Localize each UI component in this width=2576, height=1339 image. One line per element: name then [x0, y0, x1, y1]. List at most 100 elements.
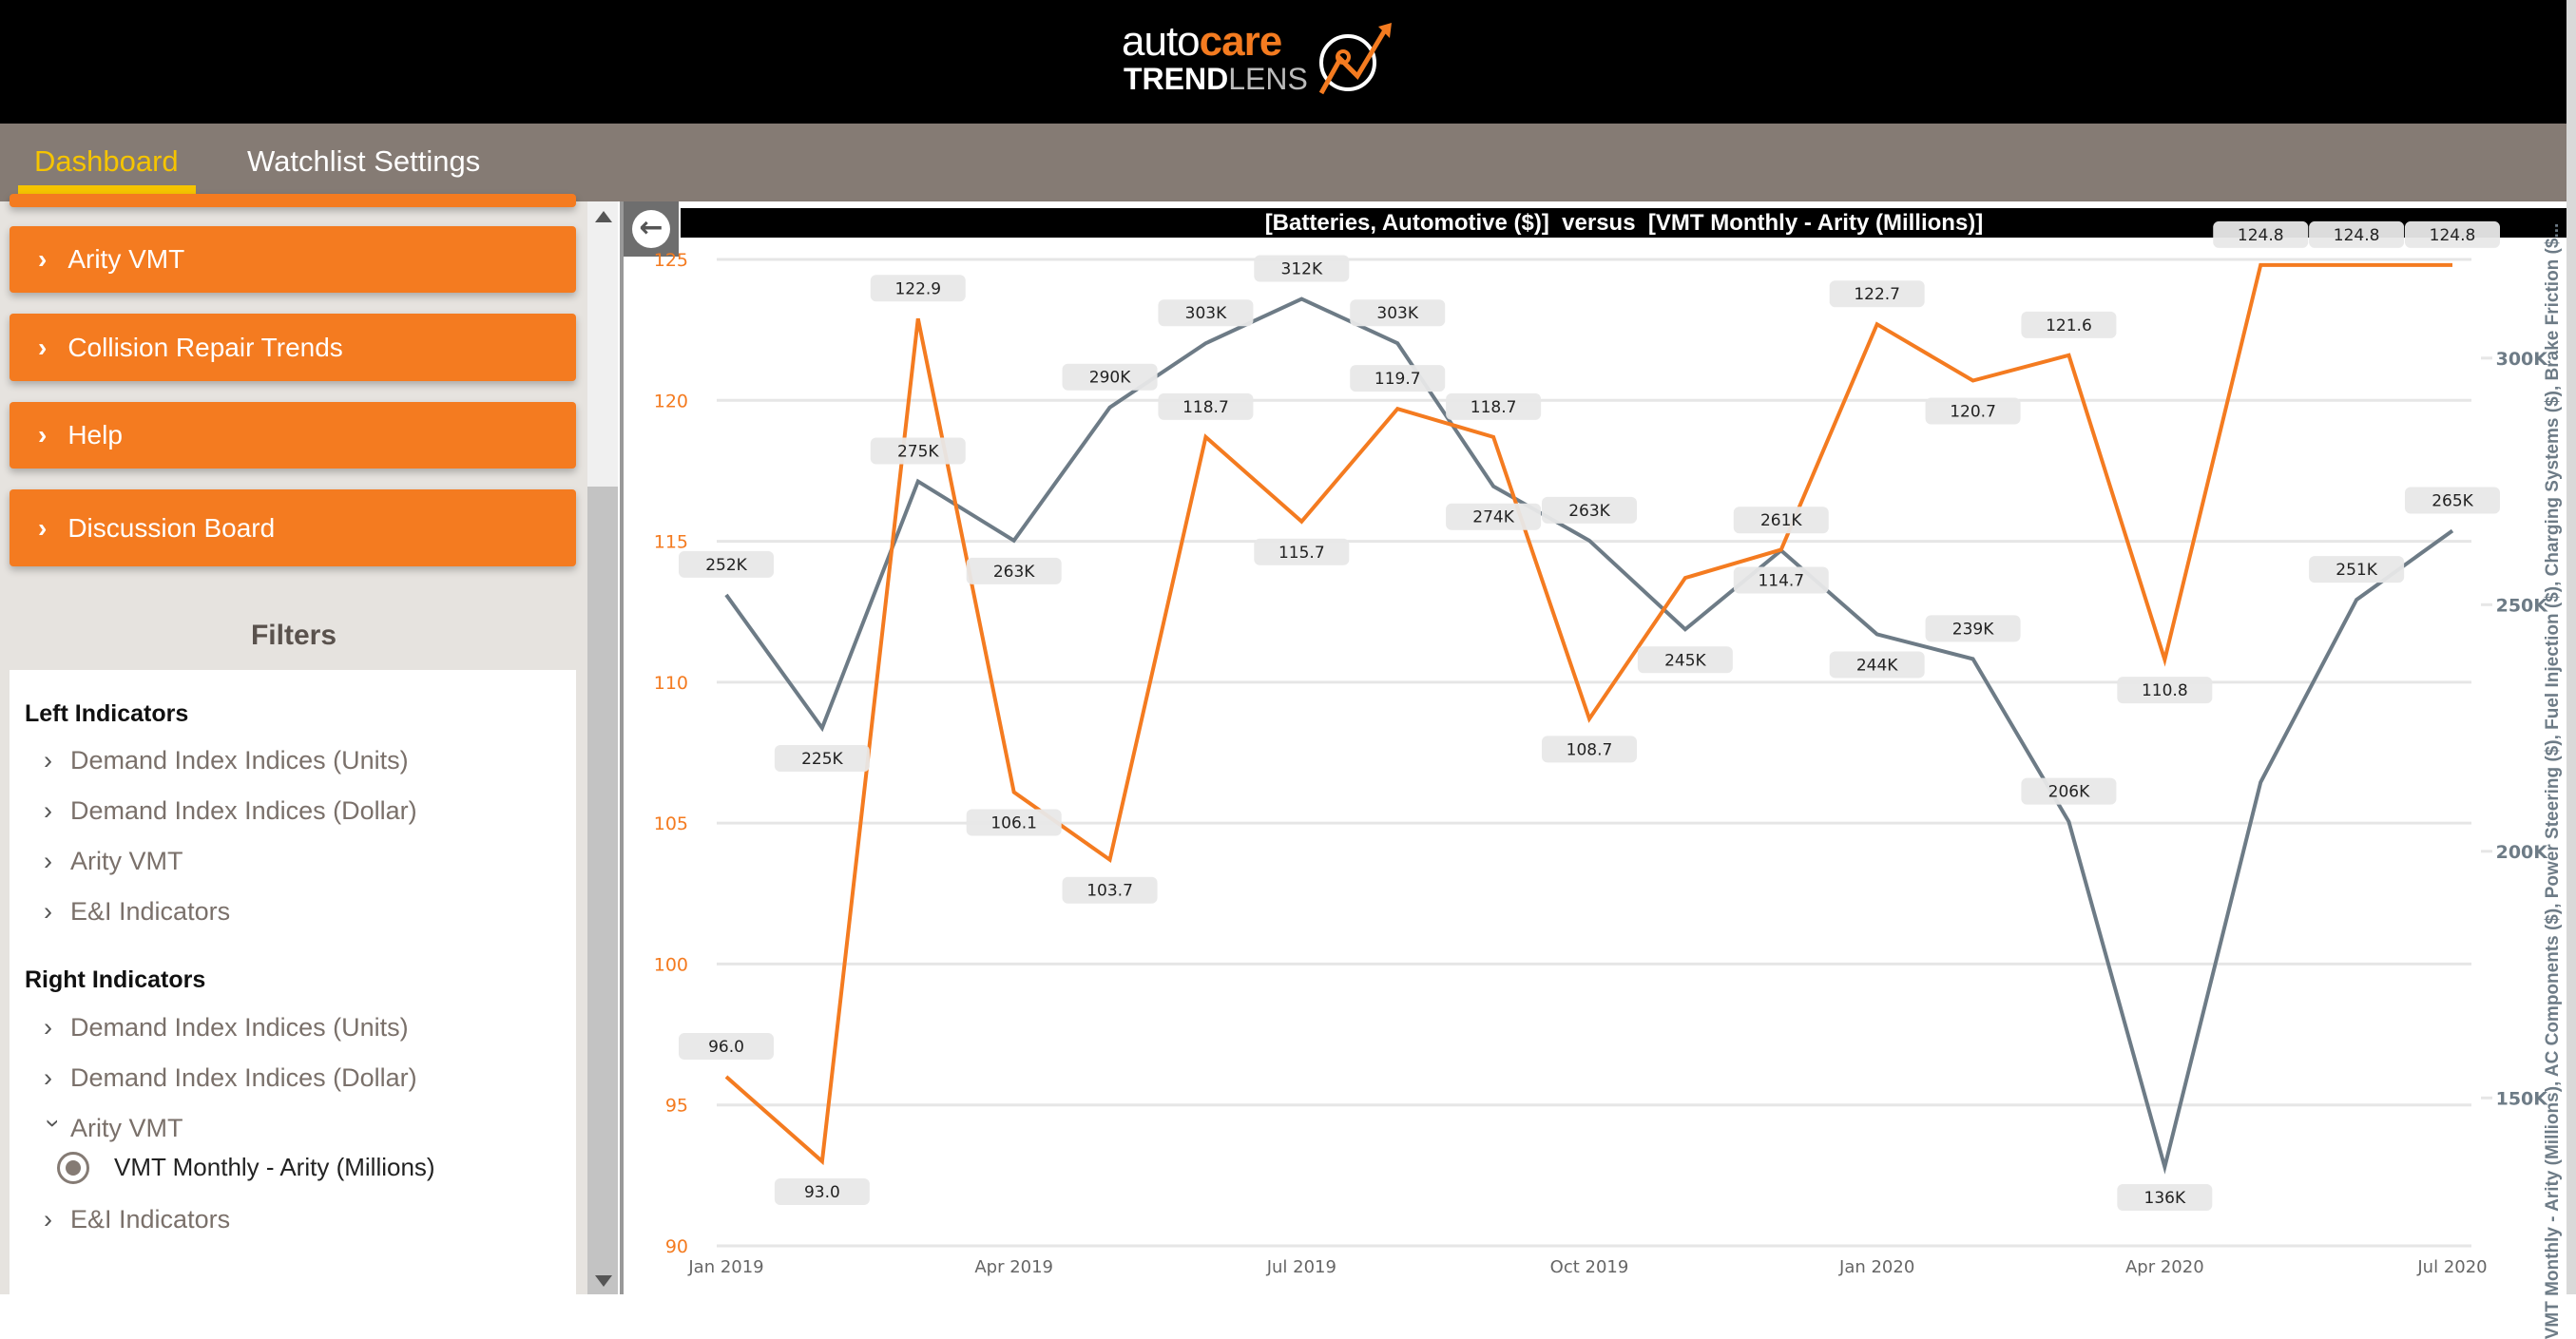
filter-left-ei-indicators[interactable]: › E&I Indicators [44, 897, 230, 927]
data-label-box [1350, 365, 1446, 392]
data-label: 312K [1281, 260, 1323, 279]
x-tick-label: Jul 2019 [1266, 1257, 1336, 1277]
data-label: 290K [1089, 369, 1131, 388]
data-label: 96.0 [708, 1038, 744, 1057]
left-tick-label: 90 [665, 1236, 688, 1257]
tab-watchlist-settings[interactable]: Watchlist Settings [247, 144, 481, 178]
chevron-right-icon: › [44, 796, 52, 825]
x-tick-label: Jan 2020 [1838, 1257, 1914, 1277]
data-label-box [2117, 1183, 2213, 1211]
data-label: 122.7 [1854, 285, 1900, 304]
filter-label: E&I Indicators [70, 1205, 231, 1234]
left-indicators-heading: Left Indicators [25, 700, 189, 727]
data-label-box [1254, 538, 1350, 565]
window-edge [2566, 0, 2576, 1294]
data-label: 122.9 [894, 279, 941, 298]
tab-bar: Dashboard Watchlist Settings [0, 124, 2566, 201]
data-label-box [1446, 392, 1542, 420]
data-label-box [1158, 299, 1254, 327]
line-chart: 90 95 100 105 110 115 120 125 150K 200K 250K 300K Ja… [654, 220, 2549, 1277]
right-tick-label: 250K [2496, 595, 2549, 616]
radio-vmt-monthly[interactable] [57, 1152, 89, 1184]
right-axis-title-text: VMT Monthly - Arity (Millions), AC Compo… [2543, 222, 2563, 1339]
scrollbar-thumb[interactable] [587, 487, 618, 1294]
data-label: 124.8 [2238, 226, 2284, 245]
data-label: 265K [2432, 491, 2473, 510]
data-label-box [2117, 677, 2213, 704]
data-label-box [2309, 220, 2405, 248]
left-tick-label: 105 [654, 813, 688, 834]
sidebar-scrollbar[interactable] [587, 201, 618, 1294]
x-tick-label: Oct 2019 [1550, 1257, 1629, 1277]
data-label: 120.7 [1950, 403, 1996, 422]
data-label: 263K [993, 563, 1035, 582]
data-label: 115.7 [1278, 544, 1325, 563]
tab-dashboard[interactable]: Dashboard [34, 144, 179, 178]
chevron-right-icon: › [44, 746, 52, 775]
nav-button-arity-vmt[interactable]: › Arity VMT [10, 226, 576, 293]
filter-label: E&I Indicators [70, 897, 231, 926]
filter-left-arity-vmt[interactable]: › Arity VMT [44, 847, 183, 876]
data-label-box [679, 550, 774, 578]
data-label: 275K [897, 443, 939, 462]
sidebar: › Arity VMT › Collision Repair Trends › Hel… [0, 194, 587, 1297]
data-label-box [870, 275, 966, 302]
nav-button-collision-repair-trends[interactable]: › Collision Repair Trends [10, 314, 576, 381]
chevron-down-icon: › [39, 1119, 68, 1128]
chevron-right-icon: › [38, 420, 48, 450]
nav-button-help[interactable]: › Help [10, 402, 576, 469]
nav-label: Collision Repair Trends [67, 332, 343, 362]
data-label: 119.7 [1375, 370, 1421, 389]
data-label: 136K [2144, 1189, 2186, 1208]
data-label: 118.7 [1182, 398, 1229, 417]
filter-right-demand-units[interactable]: › Demand Index Indices (Units) [44, 1013, 409, 1043]
data-label-box [1829, 651, 1925, 679]
filter-label: Demand Index Indices (Dollar) [70, 796, 417, 825]
data-label: 118.7 [1471, 398, 1517, 417]
x-tick-label: Jul 2020 [2416, 1257, 2487, 1277]
data-label-box [1925, 615, 2021, 642]
filter-right-arity-vmt[interactable]: ›Arity VMT [40, 1114, 183, 1143]
filter-label: Demand Index Indices (Units) [70, 746, 409, 775]
nav-button-partial[interactable] [10, 194, 576, 207]
data-label: 303K [1376, 304, 1418, 323]
chevron-right-icon: › [44, 847, 52, 875]
filter-left-demand-units[interactable]: › Demand Index Indices (Units) [44, 746, 409, 775]
data-label-box [1542, 496, 1637, 524]
nav-label: Help [67, 420, 123, 450]
x-tick-label: Apr 2019 [974, 1257, 1053, 1277]
filter-label: Demand Index Indices (Dollar) [70, 1063, 417, 1092]
filter-left-demand-dollar[interactable]: › Demand Index Indices (Dollar) [44, 796, 417, 826]
left-tick-label: 100 [654, 954, 688, 975]
data-label: 114.7 [1758, 571, 1804, 590]
filter-right-ei-indicators[interactable]: › E&I Indicators [44, 1205, 230, 1234]
data-label: 303K [1185, 304, 1227, 323]
data-label-box [1350, 299, 1446, 327]
data-label: 225K [801, 750, 843, 769]
data-label-box [2309, 556, 2405, 583]
back-button[interactable]: ← [624, 201, 679, 257]
data-label-box [774, 1178, 870, 1206]
left-series-line [724, 262, 2452, 1166]
data-label: 124.8 [2334, 226, 2380, 245]
data-label: 121.6 [2046, 316, 2092, 335]
filter-right-demand-dollar[interactable]: › Demand Index Indices (Dollar) [44, 1063, 417, 1093]
left-tick-label: 125 [654, 250, 688, 271]
data-label: 93.0 [804, 1183, 840, 1202]
data-label: 106.1 [990, 814, 1037, 833]
data-label-box [2213, 220, 2309, 248]
nav-button-discussion-board[interactable]: › Discussion Board [10, 489, 576, 566]
autocare-trendlens-logo: autocare TRENDLENS [1122, 21, 1397, 97]
nav-label: Discussion Board [67, 512, 276, 543]
data-label-box [1062, 876, 1158, 904]
filter-label: Arity VMT [70, 1114, 183, 1142]
scroll-up-arrow-icon[interactable] [595, 211, 612, 222]
data-label: 274K [1472, 508, 1514, 527]
data-label-box [1446, 503, 1542, 530]
scroll-down-arrow-icon[interactable] [595, 1275, 612, 1287]
x-tick-label: Jan 2019 [687, 1257, 763, 1277]
data-label-box [1062, 363, 1158, 391]
data-label-box [1733, 566, 1829, 594]
right-indicators-heading: Right Indicators [25, 966, 206, 993]
data-label: 239K [1952, 620, 1994, 639]
